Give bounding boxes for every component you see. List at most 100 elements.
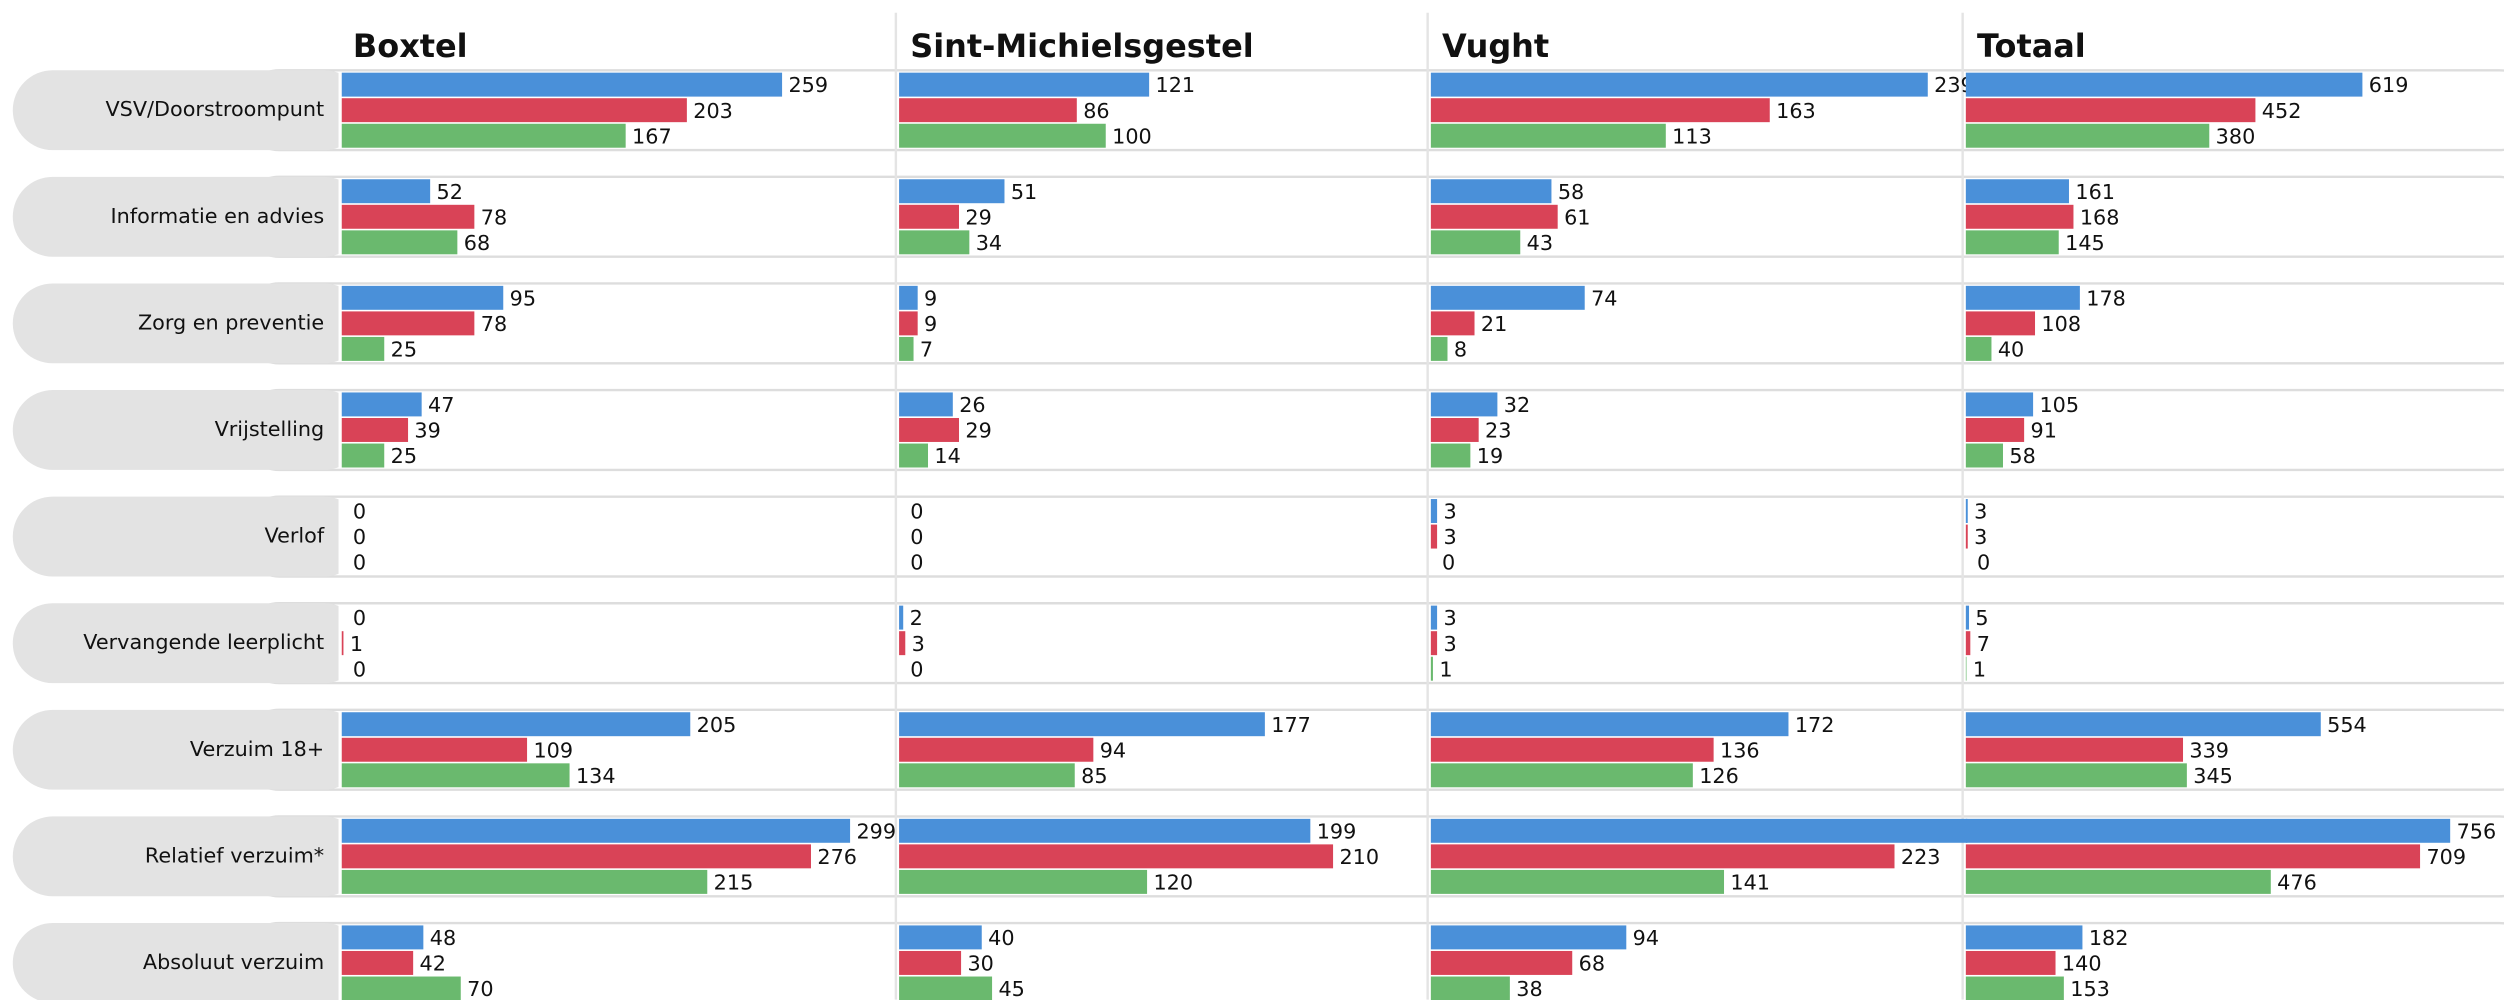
row-label-pill — [12, 816, 365, 897]
bar — [341, 417, 409, 442]
value-label: 39 — [414, 419, 440, 443]
value-label: 0 — [353, 551, 366, 575]
value-label: 45 — [998, 977, 1024, 1000]
value-label: 199 — [1317, 819, 1357, 843]
bar — [1430, 844, 1895, 869]
value-label: 167 — [632, 124, 672, 148]
bar — [1430, 818, 1968, 843]
value-label: 58 — [2009, 444, 2035, 468]
bar — [899, 123, 1106, 148]
value-label: 105 — [2039, 393, 2079, 417]
bar — [1965, 950, 2056, 975]
bar — [1430, 712, 1789, 737]
value-label: 0 — [353, 606, 366, 630]
bar — [899, 737, 1094, 762]
value-label: 7 — [1977, 632, 1990, 656]
row-label-pill — [12, 709, 365, 790]
value-label: 345 — [2193, 764, 2233, 788]
row-mask — [338, 604, 2504, 682]
value-label: 3 — [1443, 500, 1456, 524]
row-label-pill — [12, 603, 365, 684]
bar — [341, 976, 461, 1000]
value-label: 40 — [1998, 338, 2024, 362]
value-label: 29 — [965, 205, 991, 229]
bar — [1430, 98, 1770, 123]
value-label: 68 — [464, 231, 490, 255]
value-label: 177 — [1271, 713, 1311, 737]
bar — [1965, 179, 2069, 204]
row-label: Vrijstelling — [215, 417, 325, 441]
bar — [1965, 98, 2256, 123]
value-label: 476 — [2277, 871, 2317, 895]
bar — [341, 311, 475, 336]
bar — [1430, 499, 1438, 523]
bar — [1965, 656, 1967, 681]
value-label: 70 — [467, 977, 493, 1000]
value-label: 30 — [967, 952, 993, 976]
bar — [1430, 417, 1479, 442]
value-label: 380 — [2216, 124, 2256, 148]
value-label: 276 — [817, 845, 857, 869]
value-label: 1 — [1439, 657, 1452, 681]
row-label-pill — [12, 176, 365, 257]
row-mask — [338, 391, 2504, 469]
value-label: 1 — [350, 632, 363, 656]
bar — [899, 230, 970, 255]
bar — [1430, 336, 1448, 361]
value-label: 145 — [2065, 231, 2105, 255]
value-label: 452 — [2262, 99, 2302, 123]
value-label: 78 — [481, 205, 507, 229]
value-label: 136 — [1720, 738, 1760, 762]
value-label: 0 — [910, 500, 923, 524]
value-label: 74 — [1591, 286, 1617, 310]
value-label: 58 — [1558, 180, 1584, 204]
value-label: 182 — [2089, 926, 2129, 950]
panel-title: Boxtel — [353, 27, 468, 65]
value-label: 113 — [1672, 124, 1712, 148]
row-label: Absoluut verzuim — [143, 950, 324, 974]
value-label: 299 — [856, 819, 896, 843]
bar — [1430, 72, 1928, 97]
panel-title: Sint-Michielsgestel — [910, 27, 1253, 65]
bar — [1965, 392, 2034, 417]
value-label: 9 — [924, 312, 937, 336]
panel-title: Totaal — [1977, 27, 2086, 65]
value-label: 2 — [910, 606, 923, 630]
bar — [341, 123, 626, 148]
value-label: 47 — [428, 393, 454, 417]
bar — [1965, 230, 2059, 255]
bar — [341, 230, 458, 255]
bar — [1430, 869, 1725, 894]
bar — [341, 737, 528, 762]
value-label: 0 — [353, 525, 366, 549]
value-label: 3 — [1974, 500, 1987, 524]
row-label-pill — [12, 390, 365, 470]
bar — [1965, 737, 2184, 762]
value-label: 52 — [437, 180, 463, 204]
row-label-pill — [12, 923, 365, 1000]
bar — [899, 417, 960, 442]
value-label: 223 — [1901, 845, 1941, 869]
bar — [899, 179, 1005, 204]
bar — [341, 869, 708, 894]
bar — [341, 392, 422, 417]
value-label: 0 — [353, 657, 366, 681]
value-label: 163 — [1776, 99, 1816, 123]
value-label: 709 — [2426, 845, 2466, 869]
panel-title: Vught — [1442, 27, 1549, 65]
bar — [1965, 976, 2064, 1000]
bar — [1965, 712, 2321, 737]
bar — [341, 98, 687, 123]
value-label: 25 — [391, 338, 417, 362]
value-label: 1 — [1973, 657, 1986, 681]
value-label: 134 — [576, 764, 616, 788]
value-label: 259 — [788, 73, 828, 97]
row-label-pill — [12, 283, 365, 364]
bar — [1965, 72, 2363, 97]
value-label: 121 — [1156, 73, 1196, 97]
bar — [899, 98, 1077, 123]
value-label: 172 — [1795, 713, 1835, 737]
value-label: 48 — [430, 926, 456, 950]
row-mask — [338, 924, 2504, 1000]
